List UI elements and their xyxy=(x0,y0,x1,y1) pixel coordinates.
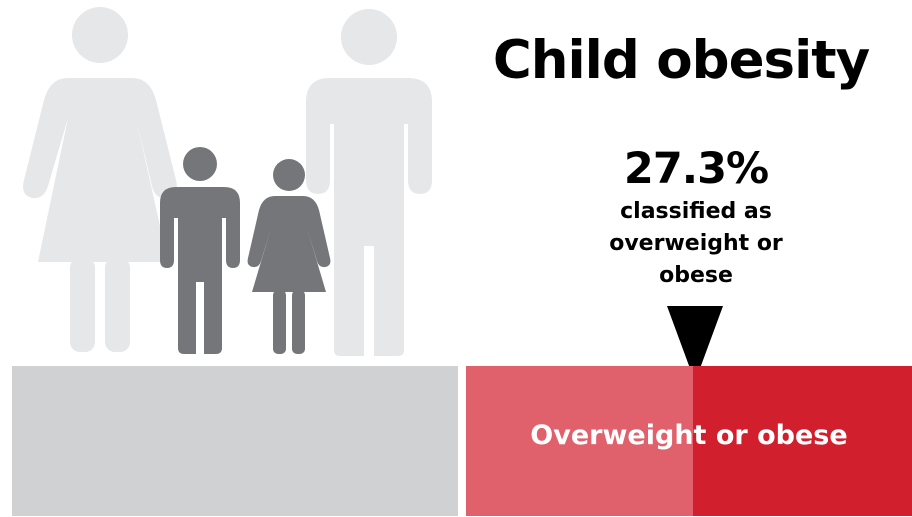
stat-description-line-2: overweight or xyxy=(609,231,783,256)
stat-callout: 27.3% classified as overweight or obese xyxy=(578,142,814,292)
overweight-bar-highlight xyxy=(693,366,912,516)
adult-man-icon xyxy=(306,9,432,356)
adult-woman-icon xyxy=(23,7,177,352)
population-bar xyxy=(12,366,458,516)
girl-icon xyxy=(247,159,331,354)
boy-icon xyxy=(160,147,240,354)
stat-description-line-1: classified as xyxy=(620,199,772,224)
stat-value: 27.3% xyxy=(623,144,769,194)
family-pictogram xyxy=(23,7,432,356)
bar-label: Overweight or obese xyxy=(530,420,848,451)
overweight-bar-light xyxy=(466,366,693,516)
stat-description-line-3: obese xyxy=(659,263,733,288)
page-title: Child obesity xyxy=(492,30,870,91)
triangle-down-icon xyxy=(667,306,723,382)
